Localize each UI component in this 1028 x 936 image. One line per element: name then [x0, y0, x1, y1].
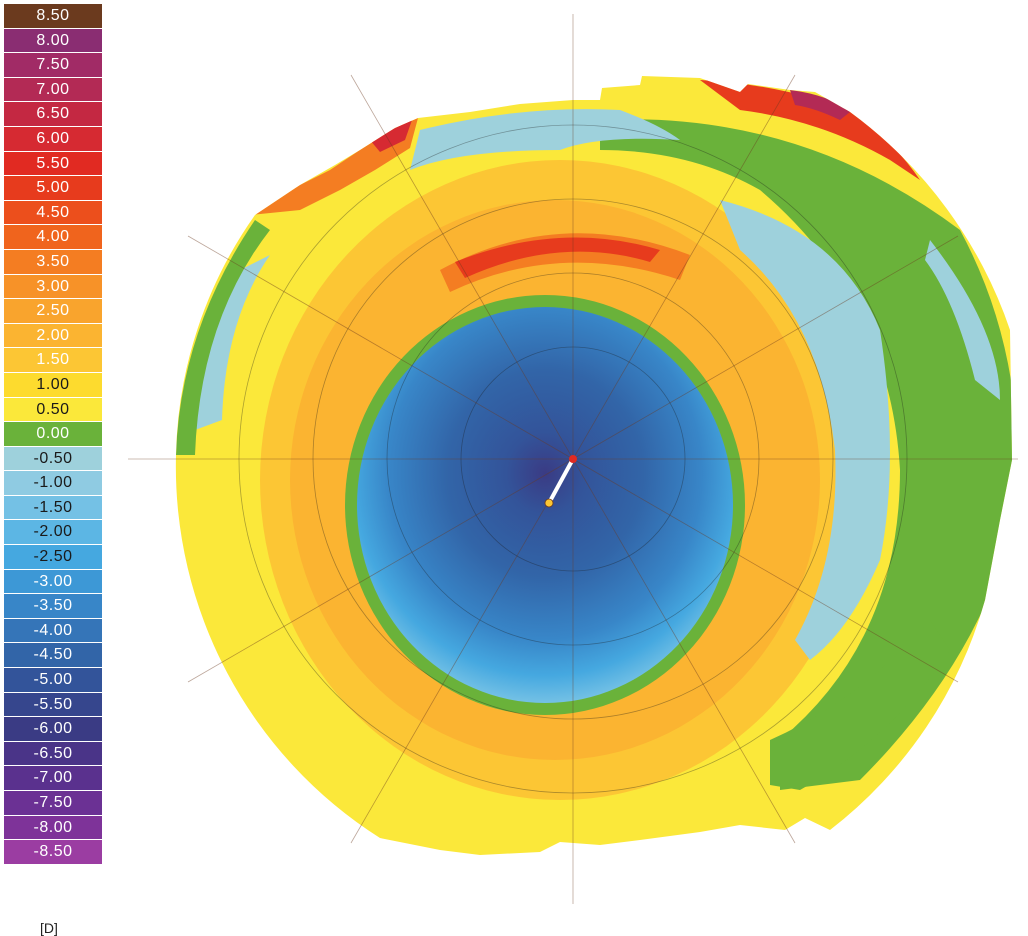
zone-central-optical: [357, 307, 733, 703]
legend-swatch: -4.50: [4, 643, 102, 669]
map-color-field: [175, 76, 1013, 855]
polar-grid: [238, 124, 908, 794]
legend-swatch: 2.00: [4, 323, 102, 349]
zone-flat-left: [193, 255, 270, 430]
legend-swatch: 7.50: [4, 53, 102, 78]
legend-swatch: -5.50: [4, 692, 102, 718]
legend-swatch: 6.00: [4, 126, 102, 152]
legend-swatch: 1.50: [4, 348, 102, 373]
legend-swatch: -1.50: [4, 495, 102, 521]
legend-swatch: 3.00: [4, 274, 102, 300]
zone-upper-left-edge-peak: [370, 120, 412, 152]
zone-upper-edge-arc: [700, 80, 920, 180]
legend-swatch: -0.50: [4, 446, 102, 472]
legend-swatch: 0.00: [4, 422, 102, 447]
zone-lower-green: [770, 620, 950, 790]
pupil-center-dot: [544, 498, 554, 508]
legend-swatch: 5.50: [4, 151, 102, 177]
legend-unit-label: [D]: [40, 920, 58, 936]
legend-swatch: -6.00: [4, 717, 102, 742]
corneal-apex-dot: [569, 455, 577, 463]
legend-swatch: 5.00: [4, 176, 102, 201]
zone-flat-top: [410, 109, 680, 170]
legend-swatch: -8.00: [4, 815, 102, 841]
zone-flat-far-right: [925, 240, 1000, 400]
legend-swatch: 2.50: [4, 299, 102, 324]
zone-outer-green-right: [600, 119, 1013, 790]
zone-steep-arc: [455, 237, 660, 278]
legend-swatch: 8.00: [4, 28, 102, 54]
zone-flat-right: [720, 200, 890, 660]
legend-swatch: -3.00: [4, 569, 102, 595]
legend-swatch: -1.00: [4, 471, 102, 496]
legend-swatch: -2.00: [4, 520, 102, 546]
legend-swatch: -6.50: [4, 741, 102, 767]
pupil-offset-marker: [544, 455, 577, 508]
legend-swatch: -3.50: [4, 594, 102, 619]
legend-swatch: -8.50: [4, 840, 102, 865]
legend-swatch: 3.50: [4, 249, 102, 275]
legend-swatch: 6.50: [4, 102, 102, 127]
legend-swatch: 4.50: [4, 200, 102, 226]
legend-swatch: 7.00: [4, 77, 102, 103]
legend-swatch: -7.00: [4, 766, 102, 791]
legend-swatch: 4.00: [4, 225, 102, 250]
legend-swatch: 0.50: [4, 397, 102, 423]
legend-swatch: -7.50: [4, 791, 102, 816]
legend-swatch: 8.50: [4, 4, 102, 29]
legend-swatch: -4.00: [4, 618, 102, 644]
zone-outer-green-left: [176, 220, 270, 455]
color-scale-legend: 8.50 8.00 7.50 7.00 6.50 6.00 5.50 5.00 4.50 4.00…: [4, 4, 102, 865]
legend-swatch: -5.00: [4, 668, 102, 693]
legend-swatch: 1.00: [4, 372, 102, 398]
legend-swatch: -2.50: [4, 545, 102, 570]
zone-upper-edge-arc-peak: [790, 90, 850, 120]
